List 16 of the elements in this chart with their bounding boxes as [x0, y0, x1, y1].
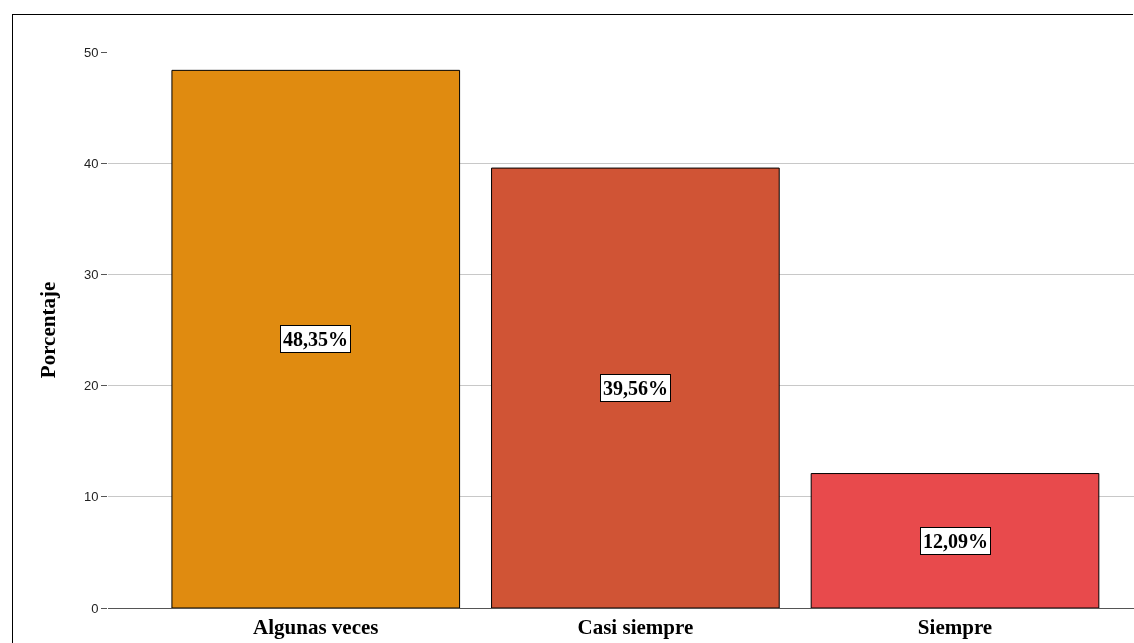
data-label: 12,09%	[923, 530, 988, 552]
y-tick-label: 20	[83, 378, 99, 394]
y-axis-title: Porcentaje	[36, 281, 61, 379]
data-label: 39,56%	[603, 377, 668, 399]
bar	[810, 473, 1100, 608]
x-tick-label: Casi siempre	[577, 615, 694, 640]
bar	[171, 69, 461, 608]
y-tick-label: 0	[91, 600, 99, 616]
x-tick-label: Siempre	[917, 615, 993, 640]
bar	[491, 167, 780, 608]
x-tick-label: Algunas veces	[253, 615, 379, 640]
y-tick-label: 30	[83, 266, 99, 282]
data-label: 48,35%	[283, 328, 348, 350]
y-tick-label: 50	[83, 44, 99, 60]
y-tick-label: 40	[83, 155, 99, 171]
y-tick-label: 10	[83, 489, 99, 505]
